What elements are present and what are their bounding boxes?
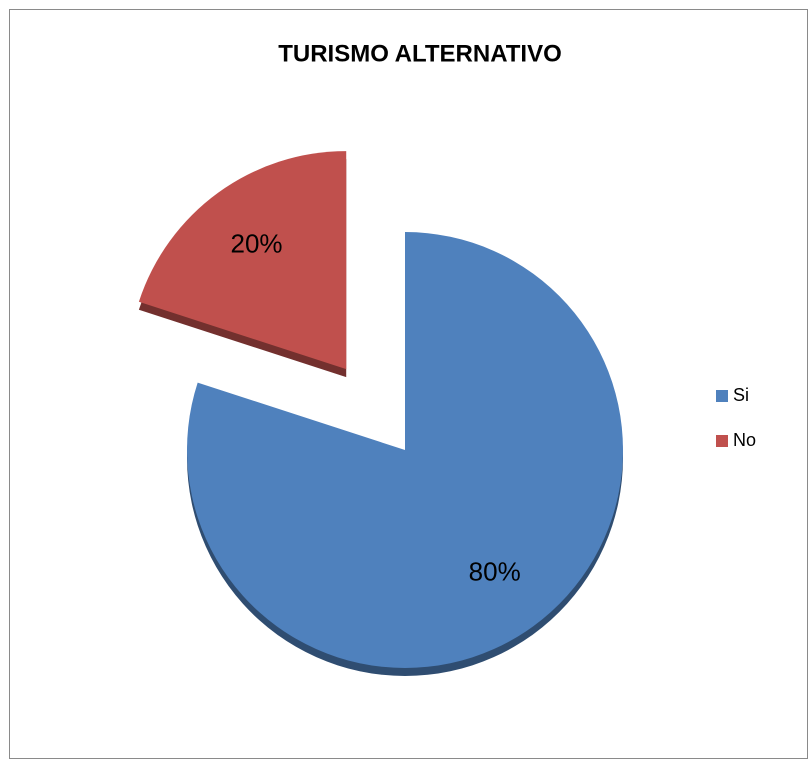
data-label: 80% (469, 556, 521, 586)
pie-slice (187, 232, 623, 668)
legend-label: No (733, 430, 756, 450)
legend-swatch (716, 435, 728, 447)
legend-label: Si (733, 385, 749, 405)
data-label: 20% (231, 229, 283, 259)
chart-title: TURISMO ALTERNATIVO (278, 40, 562, 67)
pie-slice (138, 151, 347, 370)
legend-swatch (716, 390, 728, 402)
